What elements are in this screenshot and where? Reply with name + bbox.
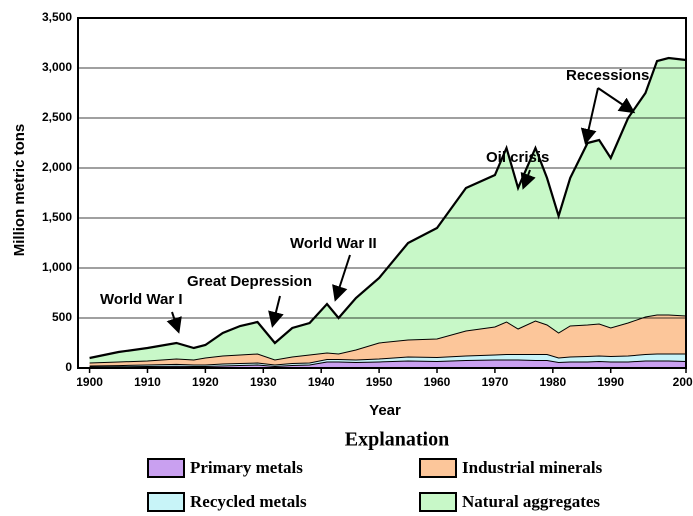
area-outline [89, 314, 687, 364]
y-tick-label: 3,000 [42, 60, 72, 74]
annotation: World War II [290, 235, 377, 252]
annotation-arrows [166, 87, 636, 334]
x-tick-label: 1960 [424, 375, 451, 389]
legend-title: Explanation [345, 429, 449, 451]
area-outline [89, 359, 687, 368]
legend-label: Primary metals [190, 458, 303, 477]
legend-label: Natural aggregates [462, 492, 600, 511]
legend-swatch [419, 492, 457, 512]
x-tick-label: 1900 [76, 375, 103, 389]
area [89, 315, 687, 366]
area-outline [89, 56, 687, 360]
y-tick-label: 1,000 [42, 260, 72, 274]
annotation: World War I [100, 291, 183, 308]
x-tick-label: 1990 [597, 375, 624, 389]
legend-label: Industrial minerals [462, 458, 603, 477]
x-tick-label: 1920 [192, 375, 219, 389]
annotation: Recessions [566, 67, 649, 84]
annotation: Great Depression [187, 273, 312, 290]
plot-frame [77, 17, 687, 369]
x-tick-label: 1970 [482, 375, 509, 389]
x-tick-label: 1910 [134, 375, 161, 389]
x-tick-label: 2003 [673, 375, 693, 389]
legend-swatch [147, 458, 185, 478]
x-tick-label: 1950 [366, 375, 393, 389]
x-tick-label: 1940 [308, 375, 335, 389]
area [89, 58, 687, 363]
x-tick-label: 1980 [539, 375, 566, 389]
legend-swatch [147, 492, 185, 512]
y-axis-label: Million metric tons [11, 124, 28, 257]
y-tick-label: 500 [52, 310, 72, 324]
x-axis-label: Year [369, 402, 401, 419]
legend-label: Recycled metals [190, 492, 307, 511]
plot-area: 0 500 1,000 1,500 2,000 2,500 3,000 3,500 1900 19… [42, 10, 693, 389]
legend-swatch [419, 458, 457, 478]
annotation: Oil crisis [486, 149, 549, 166]
y-tick-label: 1,500 [42, 210, 72, 224]
area-outline [89, 353, 686, 367]
y-tick-label: 2,000 [42, 160, 72, 174]
y-tick-label: 3,500 [42, 10, 72, 24]
x-tick-label: 1930 [250, 375, 277, 389]
y-tick-label: 0 [65, 360, 72, 374]
y-tick-label: 2,500 [42, 110, 72, 124]
legend: Primary metals Recycled metals Industrial … [147, 458, 603, 512]
